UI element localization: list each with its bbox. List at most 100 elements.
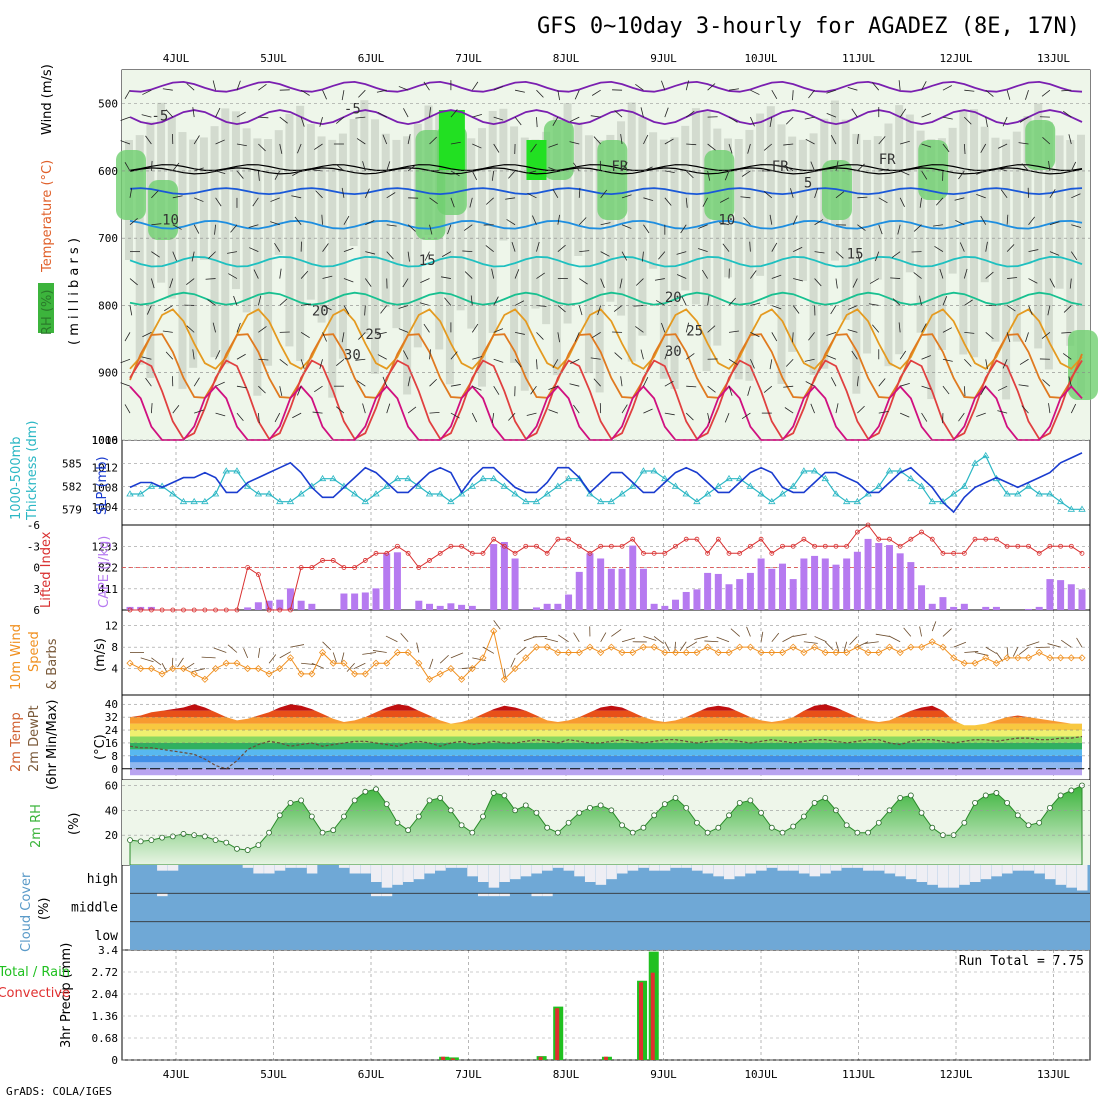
wind-barb: [635, 83, 644, 91]
wind-barb: [314, 385, 323, 393]
temp-ytick: 8: [111, 750, 118, 763]
rh-shade-gray: [841, 119, 850, 320]
wind-speed-point: [468, 665, 476, 673]
wind-barb: [258, 143, 266, 152]
wind-barb: [719, 222, 730, 226]
wind-barb: [228, 273, 238, 279]
wind-barb: [514, 331, 525, 335]
wind-speed-point: [639, 643, 648, 651]
label-wind10-b: Speed: [27, 631, 42, 672]
li-point: [673, 543, 678, 549]
thickness-point: [286, 497, 295, 505]
wind-barb: [424, 251, 430, 261]
cape-bar: [415, 600, 423, 610]
cloud-cell: [1002, 865, 1013, 874]
wind-barb: [707, 385, 716, 393]
wind-barb: [472, 385, 482, 391]
date-label-top: 5JUL: [260, 52, 287, 65]
wind-speed-point: [575, 648, 583, 657]
temp-contour-label: 15: [847, 246, 864, 262]
wind-speed-point: [1024, 654, 1033, 662]
cape-bar: [736, 579, 744, 610]
wind-barb: [508, 170, 516, 179]
cloud-cell: [606, 865, 617, 880]
wind-barb: [658, 251, 666, 260]
rh-shade-gray: [905, 114, 914, 273]
cape-ytick: 1233: [92, 540, 119, 553]
wind-barb: [429, 136, 437, 145]
thickness-point: [1078, 505, 1086, 512]
cape-bar: [960, 603, 968, 610]
wind10-barb: [611, 629, 622, 637]
wind-barb: [162, 330, 173, 333]
wind-barb: [319, 359, 323, 369]
li-point: [491, 536, 497, 542]
wind10-barb: [372, 650, 387, 653]
rh-point: [276, 812, 283, 819]
li-point: [844, 543, 850, 549]
cape-bar: [147, 606, 155, 610]
rh-point: [661, 801, 668, 808]
rh-shade-gray: [1044, 122, 1053, 370]
wind10-barb: [942, 628, 952, 637]
wind-barb: [1019, 358, 1029, 365]
cloud-cell: [691, 865, 703, 871]
wind-barb: [450, 384, 461, 387]
rh-shade-gray: [306, 124, 315, 300]
li-point: [758, 536, 764, 542]
wind10-barb: [257, 647, 261, 658]
wind-barb: [728, 116, 738, 123]
wind-barb: [722, 243, 730, 252]
cape-li-panel: -6 -3 0 3 6 1233 822 411: [27, 519, 1090, 617]
date-label-bottom: 6JUL: [358, 1068, 385, 1081]
rh-shade-bright: [438, 110, 465, 170]
li-point: [972, 536, 978, 542]
wind-barb: [578, 187, 581, 198]
wind-barb: [749, 241, 751, 252]
wind-barb: [341, 90, 345, 101]
thickness-point: [800, 467, 808, 474]
thickness-point: [875, 482, 883, 489]
wind-barb: [145, 377, 152, 387]
rh-point: [287, 799, 294, 806]
cloud-cell: [584, 865, 596, 882]
rh-point: [201, 833, 208, 840]
wind-barb: [1047, 305, 1051, 316]
thickness-point: [361, 497, 370, 505]
wind10-barb: [493, 620, 501, 630]
thickness-point: [789, 482, 797, 489]
wind-barb: [958, 170, 965, 180]
li-point: [1026, 543, 1031, 549]
temp-ytick: 0: [111, 763, 118, 776]
wind-barb: [1063, 305, 1072, 313]
li-point: [587, 550, 593, 556]
wind-speed-point: [682, 648, 690, 657]
rh-point: [715, 824, 722, 831]
thickness-point: [853, 497, 862, 505]
li-ytick: -6: [27, 519, 40, 532]
wind-barb: [635, 278, 644, 286]
cloud-cell: [477, 893, 489, 897]
precip-conv-bar: [441, 1056, 446, 1060]
wind10-barb: [201, 656, 216, 659]
cape-bar: [778, 563, 786, 610]
wind-barb: [997, 385, 1008, 391]
wind-barb: [343, 215, 350, 225]
rh-shade-gray: [948, 127, 957, 274]
wind-barb: [835, 161, 839, 171]
rh-point: [1036, 819, 1043, 826]
wind-barb: [548, 409, 559, 414]
wind-barb: [964, 299, 973, 306]
upper-ytick: 500: [98, 98, 118, 111]
thickness-point: [233, 467, 241, 474]
li-point: [181, 607, 186, 613]
wind-barb: [1068, 134, 1072, 145]
cape-bar: [1067, 584, 1075, 610]
wind-barb: [792, 332, 794, 343]
wind-barb: [707, 83, 716, 91]
wind-barb: [856, 251, 861, 262]
thickness-point: [907, 474, 915, 482]
wind-barb: [750, 302, 761, 306]
rh-point: [544, 824, 551, 831]
rh-point: [244, 847, 251, 853]
